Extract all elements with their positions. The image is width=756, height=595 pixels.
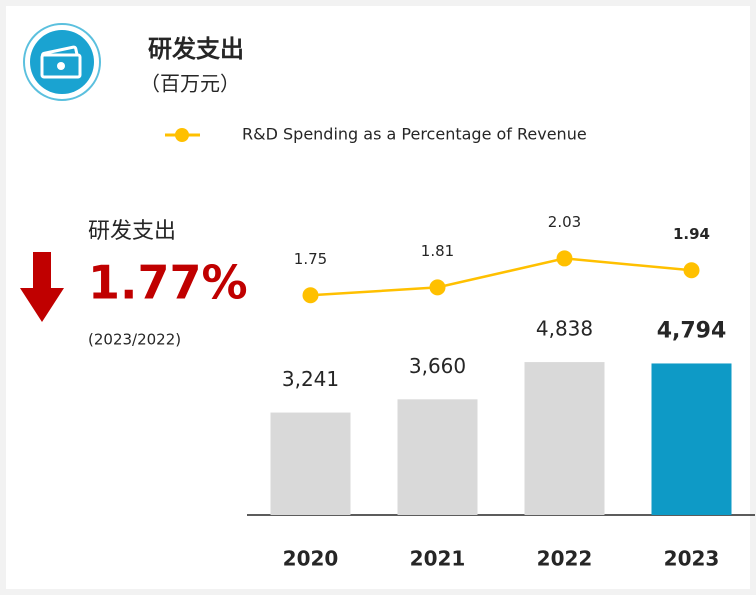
annotation: 研发支出	[88, 219, 176, 244]
bar-value-label: 4,794	[657, 318, 727, 343]
x-tick-label: 2023	[664, 547, 720, 571]
bar	[524, 362, 605, 515]
legend-marker	[175, 128, 189, 142]
icon	[23, 23, 101, 101]
chart-subtitle: （百万元）	[140, 72, 240, 96]
line-value-label: 1.75	[294, 250, 327, 268]
bar-value-label: 4,838	[536, 317, 593, 341]
annotation: 1.77%	[88, 256, 248, 310]
bar	[270, 412, 351, 515]
bar	[397, 399, 478, 515]
line-value-label: 1.81	[421, 242, 454, 260]
legend-label: R&D Spending as a Percentage of Revenue	[242, 125, 587, 144]
line-marker	[302, 287, 319, 304]
bar-value-label: 3,241	[282, 367, 339, 391]
card	[6, 6, 750, 589]
line	[310, 257, 692, 297]
bar-value-label: 3,660	[409, 354, 466, 378]
line-value-label: 1.94	[673, 225, 710, 243]
line-value-label: 2.03	[548, 213, 581, 231]
bar	[651, 363, 732, 515]
x-tick-label: 2022	[537, 547, 593, 571]
chart-title: 研发支出	[148, 35, 244, 63]
line-marker	[683, 262, 700, 279]
x-tick-label: 2020	[283, 547, 339, 571]
line-marker	[556, 250, 573, 267]
annotation: (2023/2022)	[88, 331, 181, 349]
line-marker	[429, 279, 446, 296]
down-arrow	[20, 252, 64, 322]
x-tick-label: 2021	[410, 547, 466, 571]
